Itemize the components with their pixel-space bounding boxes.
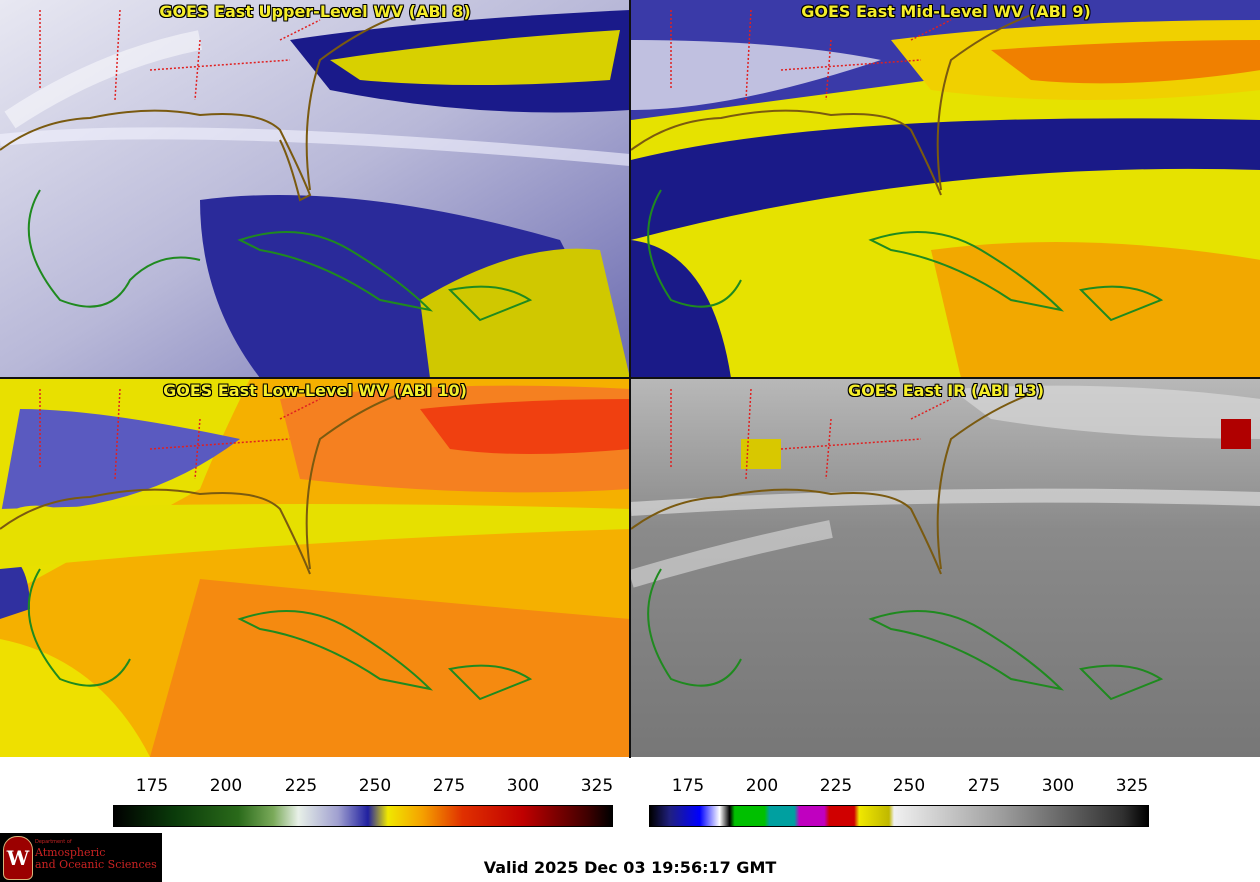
ir-colorbar xyxy=(649,805,1149,827)
panel-divider-horizontal xyxy=(0,377,1260,379)
ir-tick-label: 300 xyxy=(1041,776,1075,796)
map-overlay-low xyxy=(0,388,533,701)
low-level-wv-image xyxy=(0,379,630,757)
logo-line-atmospheric: Atmospheric xyxy=(35,846,106,859)
uw-seal-icon: W xyxy=(3,836,33,880)
aos-logo: W Department of Atmospheric and Oceanic … xyxy=(0,833,162,882)
logo-dept-name: Atmospheric and Oceanic Sciences xyxy=(35,847,157,871)
ir-tick-label: 250 xyxy=(892,776,926,796)
valid-timestamp: Valid 2025 Dec 03 19:56:17 GMT xyxy=(483,858,777,877)
wv-colorbar xyxy=(113,805,613,827)
panel-title-upper: GOES East Upper-Level WV (ABI 8) xyxy=(159,2,471,21)
ir-image xyxy=(631,379,1260,757)
wv-tick-label: 175 xyxy=(135,776,169,796)
panel-title-mid: GOES East Mid-Level WV (ABI 9) xyxy=(801,2,1091,21)
panel-ir: GOES East IR (ABI 13) xyxy=(631,379,1260,757)
panel-title-ir: GOES East IR (ABI 13) xyxy=(847,381,1045,400)
wv-tick-label: 300 xyxy=(506,776,540,796)
panel-divider-vertical xyxy=(629,0,631,758)
wv-tick-label: 200 xyxy=(209,776,243,796)
ir-tick-label: 175 xyxy=(671,776,705,796)
ir-tick-label: 325 xyxy=(1115,776,1149,796)
logo-dept-line: Department of xyxy=(35,839,72,845)
panel-low-level-wv: GOES East Low-Level WV (ABI 10) xyxy=(0,379,630,757)
ir-tick-label: 275 xyxy=(967,776,1001,796)
ir-tick-label: 200 xyxy=(745,776,779,796)
logo-line-oceanic: and Oceanic Sciences xyxy=(35,858,157,871)
wv-tick-label: 275 xyxy=(432,776,466,796)
map-overlay-ir xyxy=(631,388,1164,701)
wv-tick-label: 225 xyxy=(284,776,318,796)
wv-tick-label: 250 xyxy=(358,776,392,796)
map-overlay-mid xyxy=(631,9,1164,322)
upper-level-wv-image xyxy=(0,0,630,378)
ir-tick-label: 225 xyxy=(819,776,853,796)
panel-upper-level-wv: GOES East Upper-Level WV (ABI 8) xyxy=(0,0,630,378)
panel-title-low: GOES East Low-Level WV (ABI 10) xyxy=(163,381,467,400)
map-overlay-upper xyxy=(0,9,533,322)
panel-mid-level-wv: GOES East Mid-Level WV (ABI 9) xyxy=(631,0,1260,378)
mid-level-wv-image xyxy=(631,0,1260,378)
wv-tick-label: 325 xyxy=(580,776,614,796)
